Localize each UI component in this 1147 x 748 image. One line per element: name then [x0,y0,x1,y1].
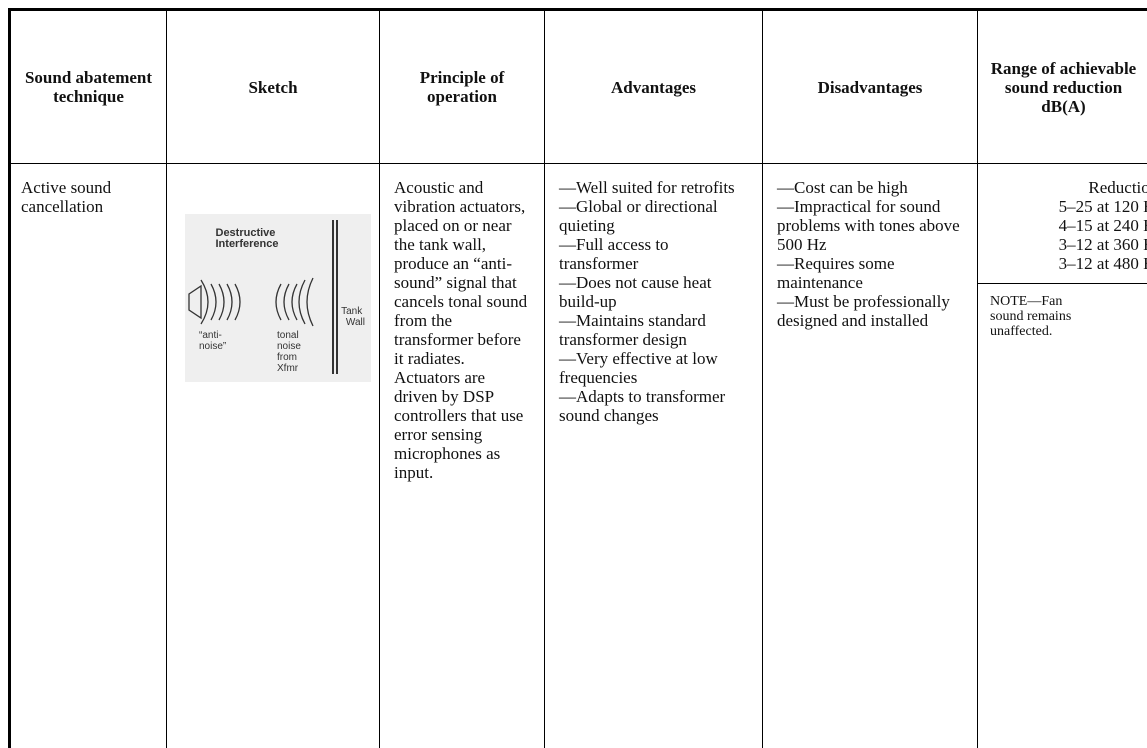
label-line: Tank [341,306,365,317]
header-cell: Sound abatement technique [10,10,167,164]
label-line: Wall [346,317,365,328]
advantage: —Full access to transformer [559,235,748,273]
range-line: 3–12 at 480 Hz [986,254,1147,273]
advantage: —Global or directional quieting [559,197,748,235]
disadvantages: —Cost can be high—Impractical for sound … [763,164,978,748]
label-line: Interference [216,238,279,250]
principle: Acoustic and vibration actuators, placed… [380,164,545,748]
advantage: —Very effective at low frequencies [559,349,748,387]
label-line: noise” [199,341,226,352]
header-cell: Range of achievable sound reduction dB(A… [978,10,1147,164]
sketch: Destructive Interference “anti-noise” to… [185,214,371,382]
advantage: —Maintains standard transformer design [559,311,748,349]
header-cell: Sketch [167,10,380,164]
header-cell: Advantages [545,10,763,164]
range-line: 4–15 at 240 Hz [986,216,1147,235]
label-line: noise [277,341,304,352]
range: Reduction:5–25 at 120 Hz4–15 at 240 Hz3–… [978,164,1147,748]
range-lines: Reduction:5–25 at 120 Hz4–15 at 240 Hz3–… [978,164,1147,284]
disadvantage: —Requires some maintenance [777,254,963,292]
disadvantage: —Must be professionally designed and ins… [777,292,963,330]
body-row: Active sound cancellation Destructive In… [10,164,1147,748]
table: Sound abatement technique Sketch Princip… [8,8,1147,748]
label-line: “anti- [199,330,222,341]
advantage: —Adapts to transformer sound changes [559,387,748,425]
range-note: NOTE—Fan sound remains unaffected. [978,284,1100,339]
disadvantage: —Impractical for sound problems with ton… [777,197,963,254]
technique: Active sound cancellation [10,164,167,748]
advantages: —Well suited for retrofits—Global or dir… [545,164,763,748]
header-row: Sound abatement technique Sketch Princip… [10,10,1147,164]
header-cell: Disadvantages [763,10,978,164]
header-cell: Principle of operation [380,10,545,164]
label-line: Xfmr [277,363,299,374]
range-line: Reduction: [986,178,1147,197]
advantage: —Does not cause heat build-up [559,273,748,311]
range-line: 3–12 at 360 Hz [986,235,1147,254]
advantage: —Well suited for retrofits [559,178,748,197]
disadvantage: —Cost can be high [777,178,963,197]
range-line: 5–25 at 120 Hz [986,197,1147,216]
sketch-cell: Destructive Interference “anti-noise” to… [167,164,380,748]
sketch-title: Destructive Interference [216,227,279,250]
label-line: tonal [277,330,301,341]
label-line: from [277,352,300,363]
